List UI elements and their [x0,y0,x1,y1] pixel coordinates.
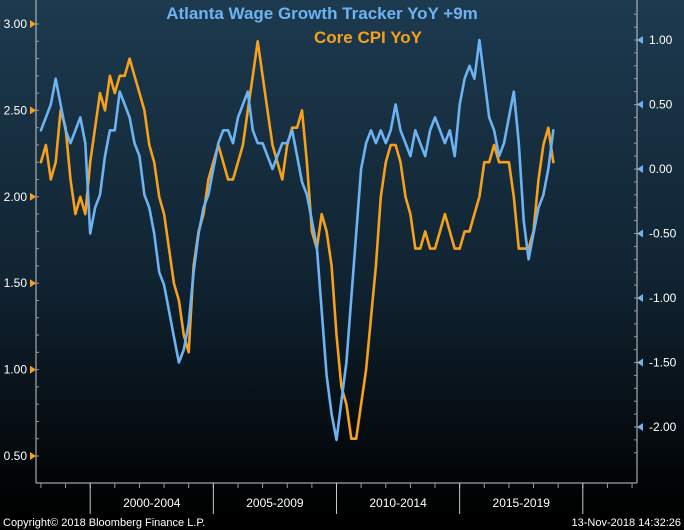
right-tick-label: -0.50 [649,227,677,241]
right-tick-marker [637,229,643,238]
left-tick-marker [30,365,36,374]
copyright-text: Copyright© 2018 Bloomberg Finance L.P. [3,517,205,529]
right-tick-label: -1.50 [649,356,677,370]
wage-growth-line [39,38,555,442]
right-axis-ticks: 1.00 0.50 0.00 -0.50 -1.00 -1.50 -2.00 [634,13,677,454]
x-category-label: 2015-2019 [493,496,551,510]
right-tick-marker [637,165,643,173]
right-tick-marker [637,423,643,431]
core-cpi-line [39,39,555,441]
left-tick-marker [30,452,36,460]
right-tick-marker [637,36,643,44]
x-category-label: 2000-2004 [123,496,181,510]
left-tick-marker [30,20,36,28]
right-tick-label: 1.00 [649,33,673,47]
plot-background [0,0,684,514]
right-tick-marker [637,294,643,302]
chart-title: Atlanta Wage Growth Tracker YoY +9m [166,4,478,23]
x-category-label: 2005-2009 [246,496,304,510]
x-axis-ticks: 2000-2004 2005-2009 2010-2014 2015-2019 [40,483,633,514]
left-tick-label: 3.00 [4,17,28,31]
right-tick-label: -1.00 [649,291,677,305]
x-category-label: 2010-2014 [369,496,427,510]
right-tick-marker [637,100,643,109]
left-tick-marker [30,279,36,288]
left-axis-ticks: 3.00 2.50 2.00 1.50 1.00 0.50 [4,17,39,463]
left-tick-label: 2.50 [4,103,28,117]
left-tick-label: 0.50 [4,449,28,463]
chart-subtitle: Core CPI YoY [314,28,423,47]
right-tick-label: -2.00 [649,420,677,434]
timestamp-text: 13-Nov-2018 14:32:26 [572,517,681,529]
left-tick-marker [30,106,36,115]
right-tick-marker [637,358,643,367]
left-tick-label: 1.50 [4,276,28,290]
left-tick-marker [30,192,36,201]
right-tick-label: 0.50 [649,98,673,112]
left-tick-label: 2.00 [4,190,28,204]
footer-bar [0,514,684,530]
left-tick-label: 1.00 [4,363,28,377]
series-lines [39,38,555,442]
right-tick-label: 0.00 [649,162,673,176]
